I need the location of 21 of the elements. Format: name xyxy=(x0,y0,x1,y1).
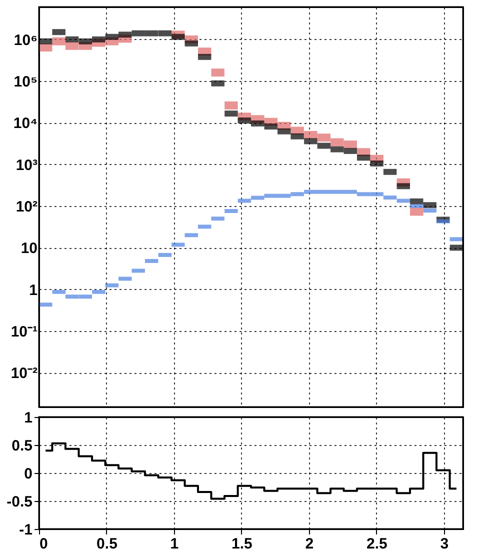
y-tick-label: -1 xyxy=(19,522,32,538)
x-tick-label: 2 xyxy=(305,536,314,552)
x-tick-label: 1 xyxy=(170,536,179,552)
y-tick-label: 10⁶ xyxy=(14,32,38,49)
y-tick-label: 10⁵ xyxy=(14,74,38,91)
y-tick-label: -0.5 xyxy=(6,494,32,510)
y-tick-label: 10² xyxy=(16,198,38,216)
y-tick-label: 10 xyxy=(20,240,38,258)
y-tick-label: 1 xyxy=(29,282,38,299)
y-tick-label: 10⁻² xyxy=(10,365,38,382)
y-tick-label: 10⁻¹ xyxy=(10,324,38,341)
x-tick-label: 0 xyxy=(40,536,48,552)
y-tick-label: 10³ xyxy=(16,156,38,174)
y-tick-label: 0 xyxy=(24,466,32,482)
x-tick-label: 0.5 xyxy=(96,536,118,552)
y-tick-label: 0.5 xyxy=(12,438,32,454)
y-tick-label: 1 xyxy=(24,410,32,426)
x-tick-label: 3 xyxy=(440,536,449,552)
x-tick-label: 2.5 xyxy=(366,536,388,552)
x-tick-label: 1.5 xyxy=(232,536,252,552)
y-tick-label: 10⁴ xyxy=(13,115,38,132)
